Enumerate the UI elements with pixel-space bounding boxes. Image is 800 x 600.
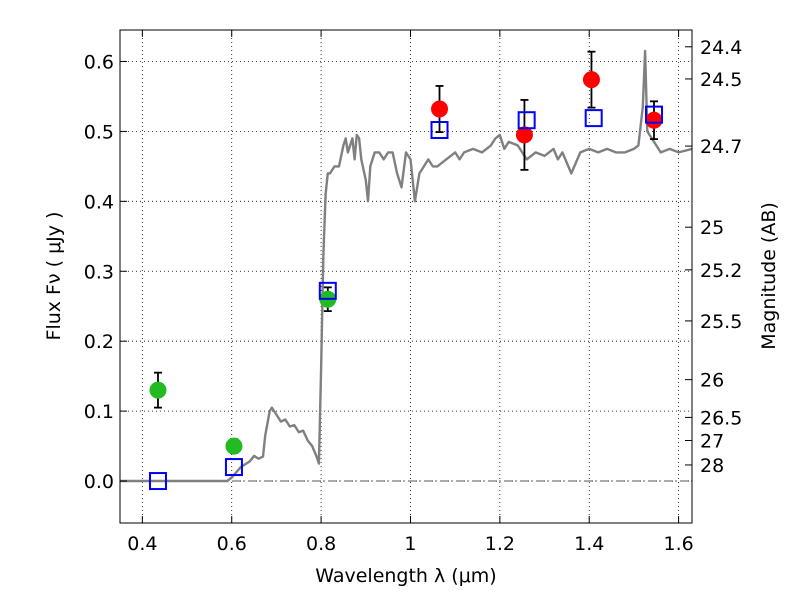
spectrum-line: [120, 49, 692, 483]
y-tick-label: 0.1: [84, 401, 114, 423]
x-tick-label: 1.6: [663, 533, 693, 555]
model-square-marker: [148, 472, 167, 491]
y-tick-label: 0.2: [84, 331, 114, 353]
magnitude-tick-label: 24.4: [700, 37, 742, 59]
red-data-point: [645, 111, 663, 129]
y-tick-label: 0.0: [84, 471, 114, 493]
photometry-points: [148, 50, 664, 491]
ticks: [120, 30, 692, 523]
magnitude-tick-label: 25.2: [700, 260, 742, 282]
y-axis-title: Flux Fν ( μJy ): [43, 212, 65, 341]
red-data-point: [431, 100, 449, 118]
model-square-marker: [224, 458, 243, 477]
x-tick-label: 1: [404, 533, 416, 555]
x-axis-title: Wavelength λ (μm): [315, 565, 496, 587]
model-spectrum: [120, 49, 692, 483]
y-tick-label: 0.6: [84, 51, 114, 73]
y-tick-label: 0.4: [84, 191, 114, 213]
green-data-point: [149, 381, 167, 399]
red-data-point: [582, 71, 600, 89]
magnitude-tick-label: 24.7: [700, 136, 742, 158]
magnitude-tick-label: 26: [700, 370, 724, 392]
magnitude-tick-label: 28: [700, 455, 724, 477]
magnitude-tick-label: 25.5: [700, 311, 742, 333]
red-data-point: [515, 126, 533, 144]
model-square-marker: [584, 109, 603, 128]
plot-frame: [119, 29, 693, 524]
x-tick-label: 0.6: [217, 533, 247, 555]
model-square-marker: [645, 105, 664, 124]
x-tick-label: 0.4: [127, 533, 157, 555]
magnitude-tick-label: 24.5: [700, 69, 742, 91]
x-tick-label: 0.8: [306, 533, 336, 555]
model-square-marker: [517, 111, 536, 130]
y-tick-label: 0.5: [84, 121, 114, 143]
tick-labels: 0.4 0.6 0.8 1 1.2 1.4 1.6 0.0 0.1 0.2 0.3 0.4 0.5 0.6…: [84, 37, 743, 555]
model-square-marker: [318, 281, 337, 300]
y-tick-label: 0.3: [84, 261, 114, 283]
magnitude-tick-label: 26.5: [700, 407, 742, 429]
green-data-point: [225, 437, 243, 455]
magnitude-tick-label: 27: [700, 430, 724, 452]
x-tick-label: 1.4: [574, 533, 604, 555]
x-tick-label: 1.2: [485, 533, 515, 555]
magnitude-tick-label: 25: [700, 217, 724, 239]
model-square-marker: [430, 120, 449, 139]
plot-area: [120, 30, 692, 523]
y2-axis-title: Magnitude (AB): [758, 202, 780, 350]
